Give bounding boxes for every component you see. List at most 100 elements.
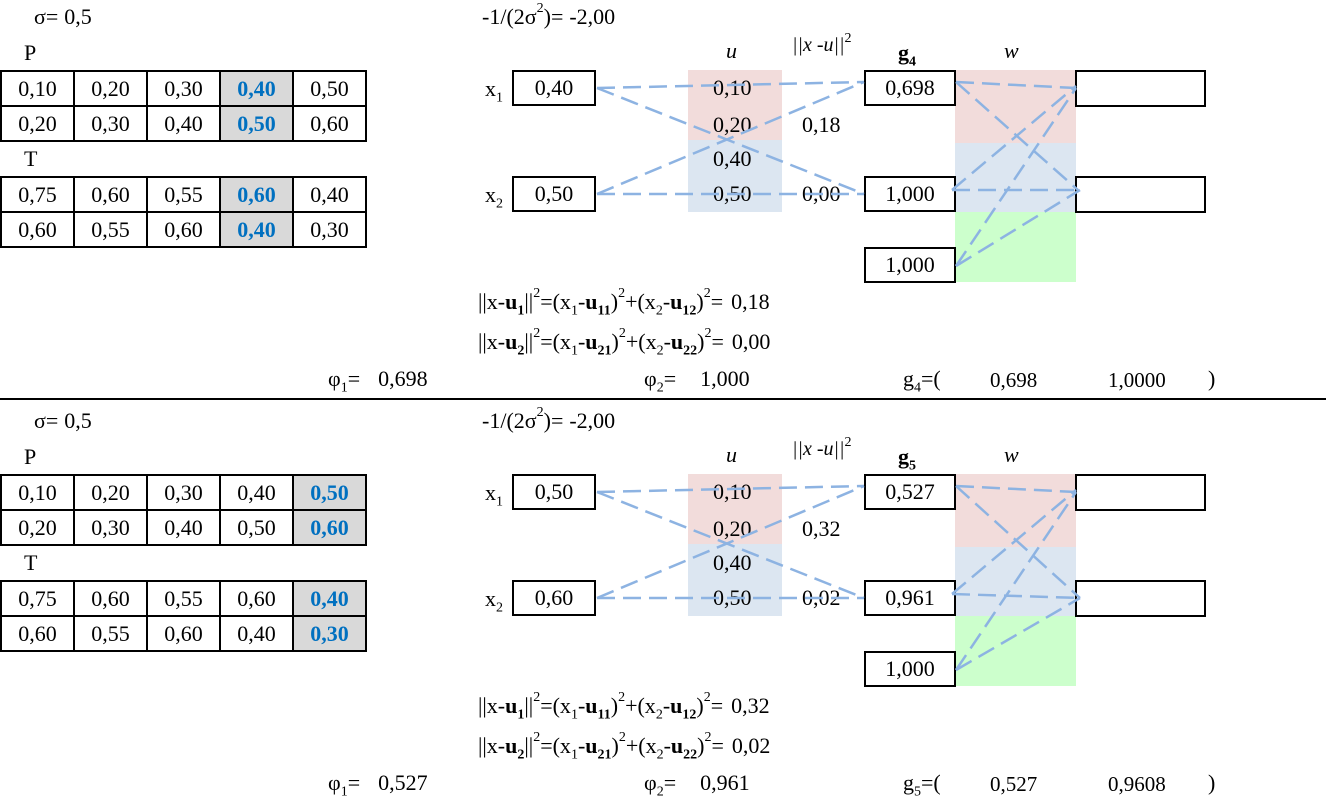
formula-part: +(x	[625, 693, 656, 718]
phi1-label: φ	[328, 366, 341, 391]
table-row: 0,60 0,55 0,60 0,40 0,30	[0, 211, 367, 248]
formula-part: u	[585, 329, 598, 354]
u-value: 0,10	[713, 75, 752, 100]
formula-part: 2	[618, 326, 626, 341]
table-row: 0,75 0,60 0,55 0,60 0,40	[0, 176, 367, 213]
table-row: 0,60 0,55 0,60 0,40 0,30	[0, 615, 367, 652]
formula-part: 2	[533, 690, 541, 705]
formula-part: -	[662, 289, 671, 314]
g-vector-open: =(	[921, 770, 941, 795]
t-table: 0,75 0,60 0,55 0,60 0,40 0,60 0,55 0,60 0,40 0,30	[0, 580, 367, 652]
table-cell: 0,55	[146, 580, 221, 617]
phi1-label: φ	[328, 770, 341, 795]
x-label-sub: 1	[496, 494, 503, 510]
coef-label: -1/(2σ	[482, 4, 537, 29]
formula-part: 2	[656, 747, 664, 763]
u-value: 0,10	[713, 479, 752, 504]
output-box-2	[1075, 176, 1206, 213]
dist-header-sup: 2	[844, 31, 852, 46]
phi1-sub: 1	[340, 784, 348, 800]
formula-part: -	[663, 329, 671, 354]
g-output-1: 0,698	[864, 70, 956, 106]
connection-line	[596, 484, 865, 600]
coef-value: -2,00	[569, 4, 616, 29]
formula-part: 1	[517, 303, 525, 319]
table-cell: 0,60	[146, 211, 221, 248]
g-vector-value-2: 1,0000	[1108, 368, 1166, 392]
g-header: g5	[898, 444, 916, 473]
formula-part: 2	[703, 690, 711, 705]
formula-part: 2	[655, 303, 663, 319]
phi2-label: φ	[644, 770, 657, 795]
table-cell: 0,60	[0, 211, 75, 248]
formula-value: 0,32	[731, 693, 770, 718]
connection-line	[596, 484, 865, 494]
formula-part: 2	[517, 747, 525, 763]
p-table: 0,10 0,20 0,30 0,40 0,50 0,20 0,30 0,40 0,50 0,60	[0, 70, 367, 142]
table-cell: 0,55	[73, 615, 148, 652]
formula-part: =	[711, 733, 724, 758]
u-shade-bottom	[688, 544, 782, 616]
formula-part: )	[696, 289, 704, 314]
table-cell: 0,20	[0, 105, 75, 142]
table-cell: 0,30	[292, 211, 367, 248]
formula-part: ||x-	[478, 329, 506, 354]
g-vector-label: g	[903, 770, 914, 795]
table-cell: 0,60	[219, 580, 294, 617]
table-cell: 0,20	[0, 509, 75, 546]
formula-part: u	[505, 733, 518, 758]
table-cell: 0,30	[73, 509, 148, 546]
phi2-eq: =	[663, 366, 677, 391]
table-cell: 0,30	[292, 615, 367, 652]
p-label: P	[24, 444, 37, 469]
connection-line	[596, 80, 865, 196]
table-cell: 0,55	[146, 176, 221, 213]
phi2-label: φ	[644, 366, 657, 391]
table-cell: 0,20	[73, 70, 148, 107]
phi2: φ2= 1,000	[644, 366, 750, 395]
formula-part: ||	[524, 733, 534, 758]
x-label-text: x	[485, 480, 496, 505]
connection-lines	[596, 484, 1081, 672]
formula-part: 1	[570, 707, 578, 723]
g-header: g4	[898, 40, 916, 69]
table-cell: 0,50	[292, 474, 367, 511]
u-value: 0,40	[713, 146, 752, 171]
phi1: φ1= 0,527	[328, 770, 428, 799]
connection-line	[596, 490, 865, 600]
formula-part: 2	[618, 690, 626, 705]
formula-part: u	[670, 733, 684, 758]
formula-part: u	[670, 289, 683, 314]
phi2-value: 1,000	[700, 366, 750, 391]
table-row: 0,20 0,30 0,40 0,50 0,60	[0, 509, 367, 546]
x-label-sub: 2	[496, 196, 503, 212]
formula-part: u	[505, 693, 518, 718]
distance-formula-1: ||x-u1||2=(x1-u11)2+(x2-u12)2= 0,32	[478, 690, 770, 723]
formula-part: )	[610, 289, 619, 314]
formula-part: 12	[682, 303, 697, 319]
dist-header-text: ||x -u||	[792, 34, 845, 56]
g-header-sub: 4	[909, 54, 916, 70]
table-cell: 0,60	[73, 580, 148, 617]
x-input-1: 0,40	[512, 70, 596, 106]
coef-line: -1/(2σ2)= -2,00	[482, 405, 615, 434]
table-cell: 0,60	[292, 105, 367, 142]
x-label-2: x2	[485, 182, 503, 211]
formula-part: 1	[570, 343, 578, 359]
formula-part: 2	[618, 286, 626, 301]
formula-part: -	[662, 693, 671, 718]
u-header: u	[726, 38, 737, 63]
dist-header-text: ||x -u||	[792, 438, 845, 460]
table-cell: 0,40	[292, 580, 367, 617]
formula-part: u	[585, 289, 598, 314]
formula-part: -	[577, 289, 586, 314]
table-cell: 0,10	[0, 70, 75, 107]
coef-sup: 2	[536, 405, 544, 420]
formula-part: =(x	[540, 329, 571, 354]
g-vector-close: )	[1208, 366, 1216, 391]
formula-part: 2	[517, 343, 525, 359]
coef-line: -1/(2σ2)= -2,00	[482, 2, 616, 30]
x-label-1: x1	[485, 76, 503, 105]
g-vector: g5=(	[903, 770, 941, 799]
formula-part: )	[697, 733, 705, 758]
